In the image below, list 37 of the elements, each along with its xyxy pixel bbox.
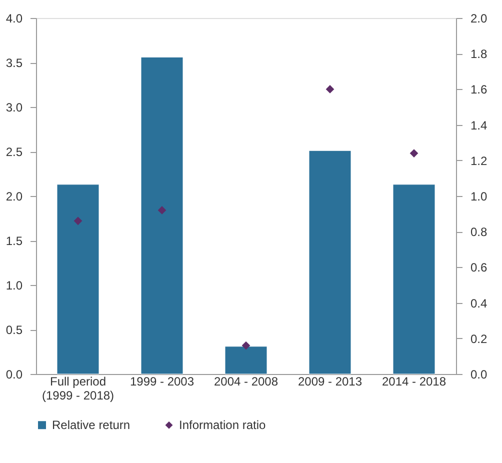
y-tick-label: 1.5	[6, 234, 23, 248]
y-tick-label: 2.5	[6, 145, 23, 159]
y2-tick-label: 1.8	[470, 47, 488, 62]
y2-tick-label: 0.0	[470, 368, 488, 382]
x-tick-label: 2009 - 2013	[298, 374, 362, 388]
x-tick-label: 2004 - 2008	[214, 374, 278, 388]
y2-tick-label: 0.2	[470, 332, 488, 346]
y2-tick-label: 0.8	[470, 225, 488, 240]
x-tick-label: 1999 - 2003	[130, 374, 194, 388]
y2-tick-label: 1.4	[470, 118, 488, 132]
bar	[56, 184, 100, 374]
legend-label: Information ratio	[179, 418, 266, 432]
x-tick-label: 2014 - 2018	[382, 374, 446, 388]
y2-tick-label: 1.0	[470, 190, 488, 204]
y-tick-label: 0.0	[6, 368, 23, 382]
point	[326, 85, 334, 94]
y2-tick-label: 0.6	[470, 260, 488, 275]
y2-tick-label: 1.2	[470, 154, 488, 168]
y-tick-label: 1.0	[6, 278, 23, 292]
y2-tick-label: 0.4	[470, 296, 488, 310]
bar	[308, 150, 352, 374]
y-tick-label: 4.0	[6, 12, 23, 26]
y-tick-label: 0.5	[6, 323, 23, 337]
y-tick-label: 2.0	[6, 190, 23, 204]
x-tick-label: Full period (1999 - 2018)	[42, 374, 114, 402]
y2-tick-label: 2.0	[470, 12, 488, 26]
point	[410, 149, 418, 158]
bar	[392, 184, 436, 374]
y-tick-label: 3.5	[6, 56, 23, 70]
bar	[224, 346, 268, 374]
point	[242, 341, 250, 350]
legend-label: Relative return	[52, 418, 130, 432]
point	[74, 216, 82, 226]
y-tick-label: 3.0	[6, 100, 23, 114]
y2-tick-label: 1.6	[470, 82, 488, 97]
bar	[140, 56, 184, 374]
point	[158, 206, 166, 214]
